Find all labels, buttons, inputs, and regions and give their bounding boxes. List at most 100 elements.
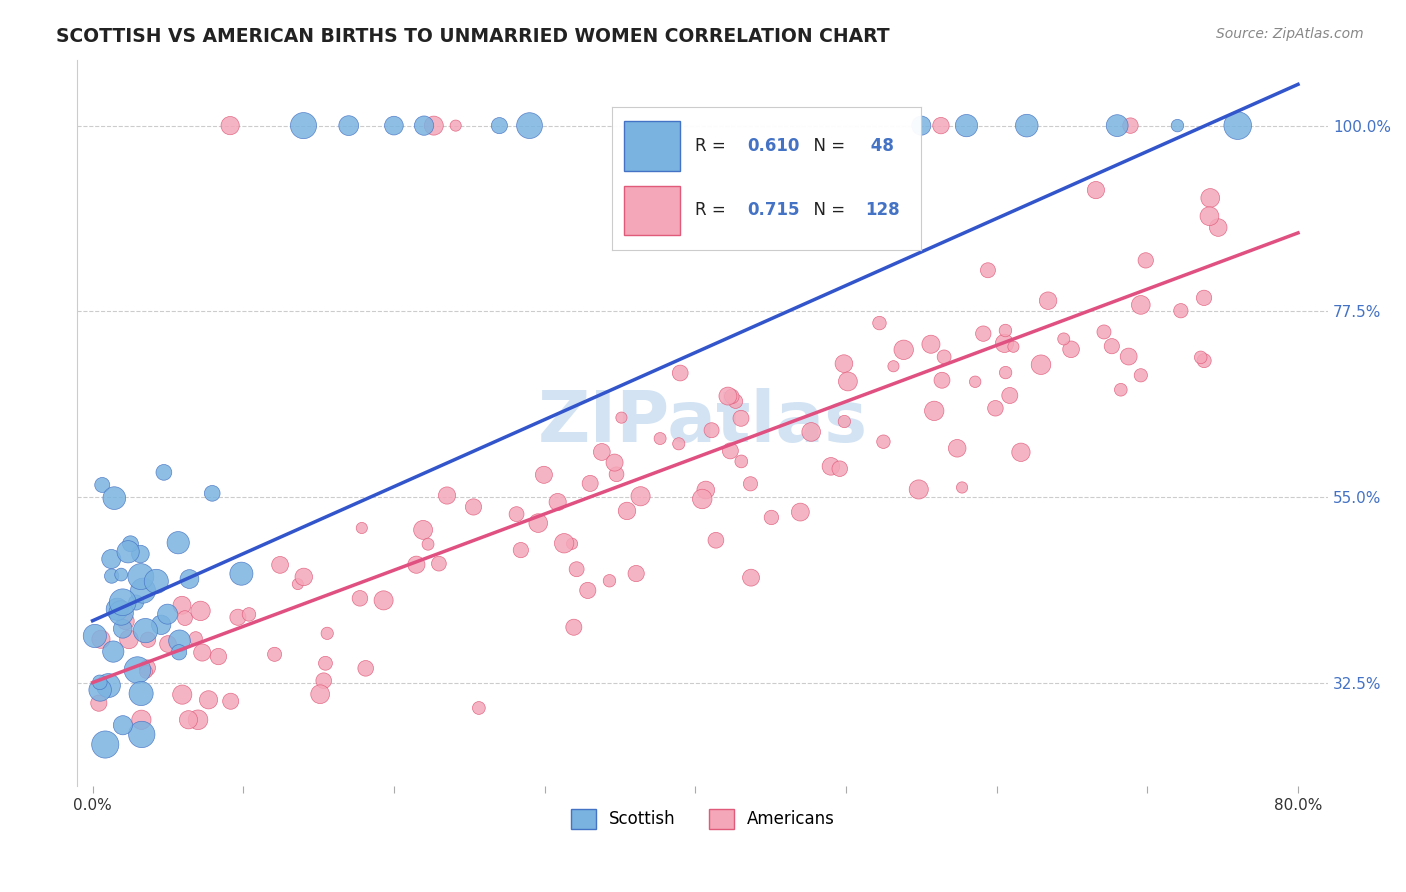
Point bbox=[177, 713, 200, 727]
Point bbox=[872, 434, 894, 449]
Point bbox=[263, 648, 285, 662]
Point bbox=[94, 738, 117, 752]
Point bbox=[405, 558, 427, 572]
Point bbox=[423, 119, 446, 133]
Point bbox=[920, 337, 942, 351]
Point bbox=[292, 119, 315, 133]
Point bbox=[207, 649, 229, 664]
Point bbox=[869, 316, 891, 330]
Point bbox=[153, 466, 176, 480]
Point bbox=[219, 119, 242, 133]
Point bbox=[984, 401, 1007, 416]
Point bbox=[125, 595, 148, 609]
Text: ZIPatlas: ZIPatlas bbox=[537, 388, 868, 458]
Text: R =: R = bbox=[695, 136, 731, 154]
Point bbox=[131, 713, 153, 727]
Point bbox=[994, 324, 1017, 338]
Point bbox=[91, 478, 114, 492]
Point bbox=[576, 583, 599, 598]
Point bbox=[720, 389, 742, 403]
Point bbox=[509, 543, 531, 558]
Point bbox=[837, 375, 859, 389]
Point bbox=[606, 467, 628, 482]
Point bbox=[97, 679, 120, 693]
Point bbox=[1092, 325, 1115, 339]
Point bbox=[1053, 332, 1076, 346]
Bar bbox=[624, 186, 679, 235]
Point bbox=[998, 388, 1021, 402]
Point bbox=[789, 505, 811, 519]
Point bbox=[800, 425, 823, 439]
Point bbox=[616, 504, 638, 518]
Point bbox=[350, 521, 373, 535]
Point bbox=[427, 557, 450, 571]
Point bbox=[87, 696, 110, 710]
Point bbox=[929, 119, 952, 133]
Point bbox=[977, 263, 1000, 277]
Point bbox=[156, 607, 179, 622]
Point bbox=[603, 456, 626, 470]
Point bbox=[269, 558, 291, 572]
Point bbox=[1192, 291, 1215, 305]
Point bbox=[314, 657, 336, 671]
Point bbox=[103, 491, 125, 505]
Point bbox=[111, 595, 134, 609]
Point bbox=[730, 411, 752, 425]
Point bbox=[309, 687, 332, 701]
Point bbox=[134, 624, 156, 638]
Point bbox=[718, 443, 741, 458]
Point bbox=[1135, 253, 1157, 268]
Point bbox=[547, 495, 569, 509]
Point bbox=[1192, 353, 1215, 368]
Point bbox=[1129, 298, 1152, 312]
Point bbox=[910, 119, 932, 133]
Point bbox=[111, 622, 134, 636]
Point bbox=[231, 566, 253, 581]
Point bbox=[238, 607, 260, 622]
Point bbox=[562, 620, 585, 634]
Point bbox=[226, 610, 249, 624]
Point bbox=[931, 373, 953, 387]
Point bbox=[955, 119, 977, 133]
Point bbox=[740, 571, 762, 585]
Point bbox=[1118, 350, 1140, 364]
Point bbox=[129, 569, 152, 583]
Point bbox=[120, 537, 142, 551]
Point bbox=[219, 694, 242, 708]
Point bbox=[103, 644, 125, 658]
Point bbox=[150, 617, 173, 632]
Point bbox=[172, 688, 194, 702]
Point bbox=[761, 510, 783, 524]
Point bbox=[1170, 303, 1192, 318]
Point bbox=[1119, 119, 1142, 133]
Text: SCOTTISH VS AMERICAN BIRTHS TO UNMARRIED WOMEN CORRELATION CHART: SCOTTISH VS AMERICAN BIRTHS TO UNMARRIED… bbox=[56, 27, 890, 45]
Point bbox=[114, 614, 136, 628]
Point bbox=[117, 545, 139, 559]
Point bbox=[1226, 119, 1249, 133]
Point bbox=[354, 661, 377, 675]
Point bbox=[950, 480, 973, 494]
Point bbox=[579, 476, 602, 491]
Point bbox=[553, 536, 575, 550]
Point bbox=[832, 357, 855, 371]
Point bbox=[413, 119, 436, 133]
Point bbox=[292, 570, 315, 584]
Text: 0.715: 0.715 bbox=[748, 201, 800, 219]
Point bbox=[1129, 368, 1152, 383]
Point bbox=[287, 577, 309, 591]
Point bbox=[1198, 209, 1220, 223]
Point bbox=[834, 415, 856, 429]
Point bbox=[828, 461, 851, 475]
Point bbox=[312, 673, 335, 688]
Text: 0.610: 0.610 bbox=[748, 136, 800, 154]
Point bbox=[416, 537, 439, 551]
Point bbox=[932, 350, 955, 364]
Point bbox=[100, 569, 122, 583]
Point bbox=[965, 375, 987, 389]
Point bbox=[669, 366, 692, 380]
Point bbox=[135, 665, 157, 679]
Point bbox=[167, 645, 190, 659]
Point bbox=[83, 629, 105, 643]
Point bbox=[505, 507, 527, 521]
Point bbox=[463, 500, 485, 514]
